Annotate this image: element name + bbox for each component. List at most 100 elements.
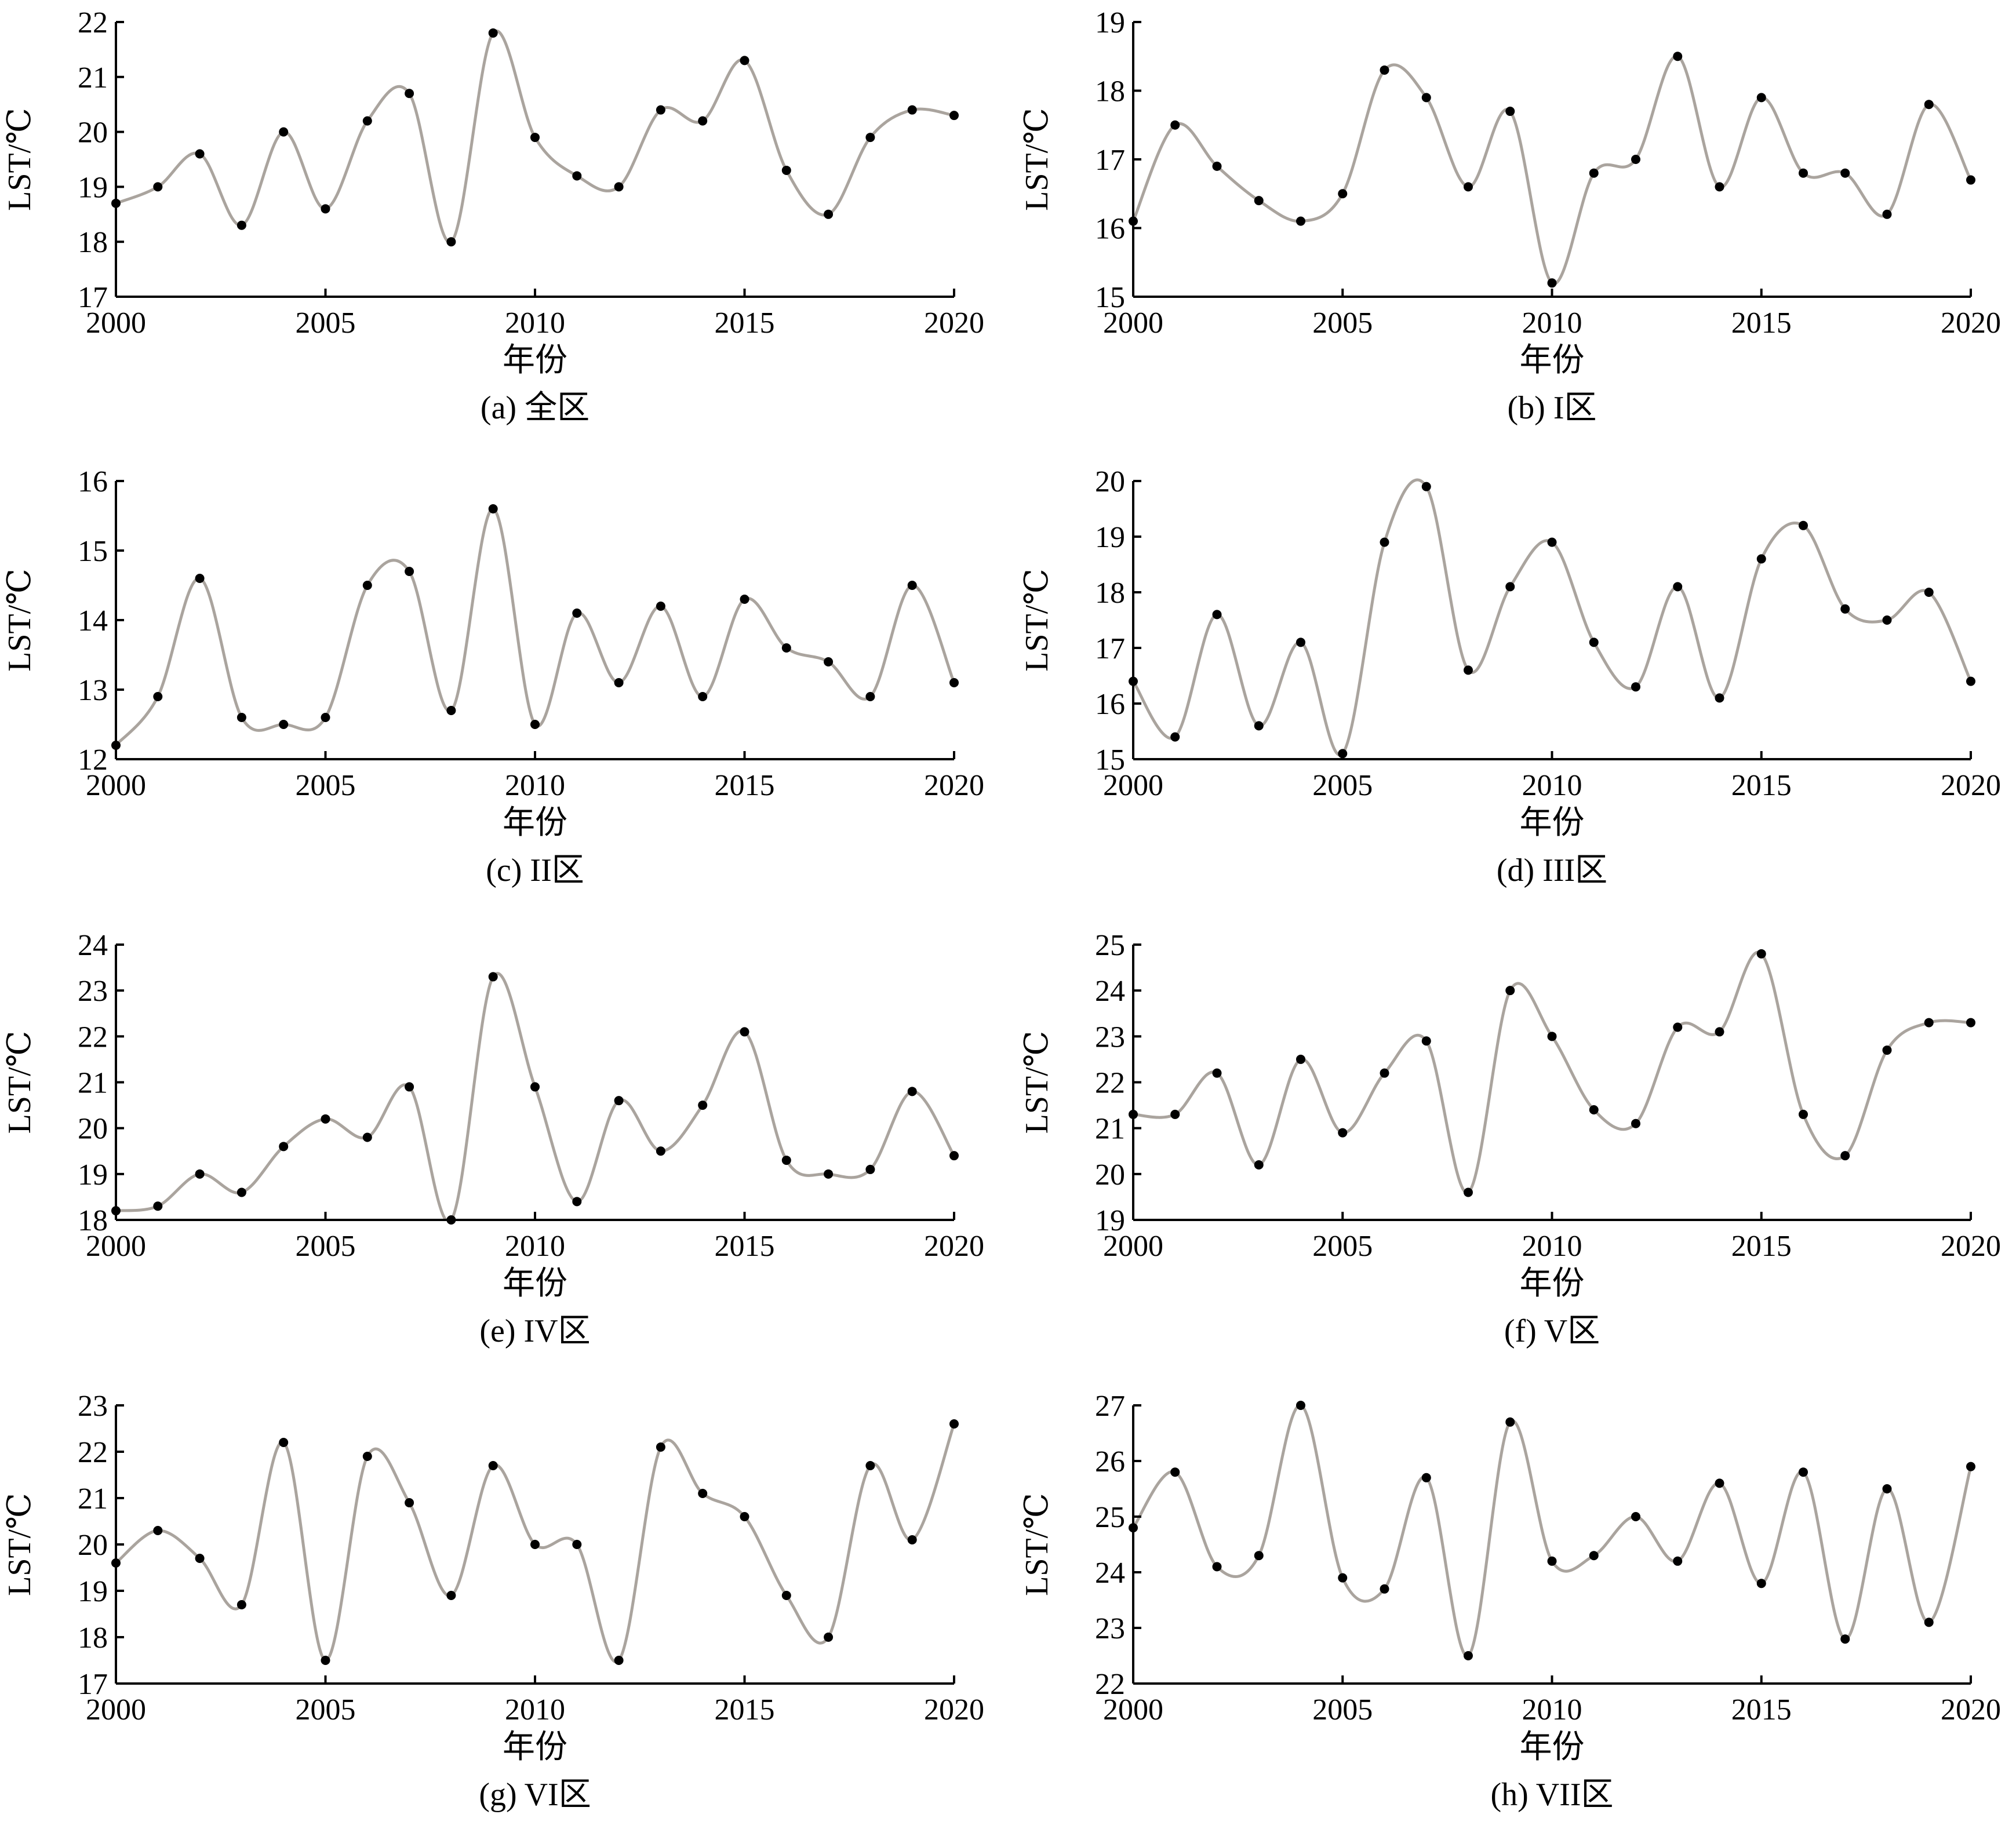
y-tick-label: 17 (1095, 144, 1125, 177)
panel-caption: (e) IV区 (479, 1313, 590, 1349)
data-point (781, 165, 791, 175)
data-point (1296, 1401, 1305, 1410)
data-point (1170, 1109, 1180, 1119)
data-point (698, 692, 708, 701)
y-tick-label: 19 (1095, 521, 1125, 554)
data-point (1715, 1478, 1724, 1488)
x-tick-label: 2000 (86, 307, 146, 340)
data-point (1380, 1068, 1389, 1078)
x-tick-label: 2015 (715, 1693, 775, 1726)
data-point (195, 149, 205, 159)
x-tick-label: 2005 (296, 1230, 356, 1263)
data-point (1673, 582, 1683, 592)
y-tick-label: 20 (78, 1529, 108, 1562)
data-point (236, 1600, 246, 1609)
data-point (1589, 1105, 1599, 1114)
y-tick-label: 19 (78, 171, 108, 204)
data-point (1924, 588, 1934, 597)
y-tick-label: 20 (1095, 465, 1125, 498)
x-tick-label: 2020 (924, 1230, 984, 1263)
data-point (907, 581, 917, 590)
y-tick-label: 24 (78, 929, 108, 962)
x-tick-label: 2020 (924, 769, 984, 802)
x-tick-label: 2015 (715, 1230, 775, 1263)
x-tick-label: 2010 (1522, 307, 1582, 340)
data-point (1966, 676, 1975, 686)
data-point (865, 133, 875, 143)
x-tick-label: 2015 (1731, 307, 1792, 340)
data-point (1505, 986, 1515, 996)
x-tick-label: 2015 (715, 307, 775, 340)
y-tick-label: 13 (78, 674, 108, 707)
x-axis-title: 年份 (1520, 1266, 1585, 1302)
y-tick-label: 25 (1095, 1501, 1125, 1534)
data-point (656, 1442, 665, 1452)
data-point (1631, 1118, 1640, 1128)
data-point (279, 1438, 289, 1447)
data-point (1756, 1579, 1766, 1588)
data-point (488, 972, 498, 982)
series-line (115, 507, 956, 746)
y-axis-title: LST/℃ (1019, 569, 1055, 672)
y-tick-label: 17 (78, 281, 108, 314)
chart-panel-8: 22 23 24 25 26 27 2000 2005 2010 2015 2020 年份 LST/℃ (… (1019, 1390, 2001, 1813)
data-point (362, 581, 372, 590)
data-point (1421, 482, 1431, 491)
x-axis-title: 年份 (503, 805, 567, 841)
x-tick-label: 2015 (1731, 1230, 1792, 1263)
chart-panel-1: 17 18 19 20 21 22 2000 2005 2010 2015 2020 年份 LST/℃ (… (2, 6, 984, 426)
y-axis-title: LST/℃ (2, 1031, 38, 1134)
series-line (1131, 1404, 1973, 1657)
x-axis-title: 年份 (503, 343, 567, 378)
y-axis-title: LST/℃ (2, 1493, 38, 1596)
data-point (1756, 554, 1766, 564)
data-point (446, 1591, 456, 1600)
x-tick-label: 2000 (1103, 307, 1163, 340)
data-point (740, 56, 749, 65)
data-point (614, 1096, 624, 1106)
data-point (321, 204, 330, 214)
data-point (824, 209, 834, 219)
x-tick-label: 2010 (1522, 1230, 1582, 1263)
y-tick-label: 22 (78, 1436, 108, 1469)
y-tick-label: 27 (1095, 1390, 1125, 1423)
y-axis-title: LST/℃ (1019, 108, 1055, 211)
y-tick-label: 21 (1095, 1113, 1125, 1146)
series-line (115, 972, 956, 1220)
data-point (572, 171, 582, 181)
data-point (1464, 665, 1473, 675)
data-point (656, 602, 665, 611)
data-point (1170, 1467, 1180, 1477)
data-point (1254, 196, 1264, 206)
data-point (1380, 537, 1389, 547)
x-tick-label: 2015 (1731, 769, 1792, 802)
data-point (1589, 168, 1599, 178)
data-point (1631, 1512, 1640, 1521)
y-tick-label: 20 (1095, 1158, 1125, 1192)
x-tick-label: 2010 (1522, 1693, 1582, 1726)
data-point (1212, 610, 1222, 620)
data-point (781, 643, 791, 653)
panel-caption: (b) I区 (1508, 390, 1597, 426)
data-point (1756, 93, 1766, 103)
data-point (1212, 1068, 1222, 1078)
data-point (530, 720, 540, 729)
x-tick-label: 2015 (715, 769, 775, 802)
x-tick-label: 2005 (296, 1693, 356, 1726)
series-line (115, 30, 955, 244)
data-point (1505, 1417, 1515, 1427)
data-point (1547, 537, 1557, 547)
y-tick-label: 18 (78, 226, 108, 259)
y-tick-label: 16 (1095, 213, 1125, 246)
data-point (907, 105, 917, 115)
x-tick-label: 2010 (505, 1230, 565, 1263)
x-tick-label: 2010 (1522, 769, 1582, 802)
data-point (1338, 189, 1348, 199)
data-point (1338, 1128, 1348, 1138)
data-point (1673, 1022, 1683, 1032)
x-tick-label: 2000 (1103, 1230, 1163, 1263)
data-point (1254, 1551, 1264, 1561)
data-point (1840, 1151, 1850, 1161)
data-point (1380, 1584, 1389, 1594)
data-point (865, 692, 875, 701)
